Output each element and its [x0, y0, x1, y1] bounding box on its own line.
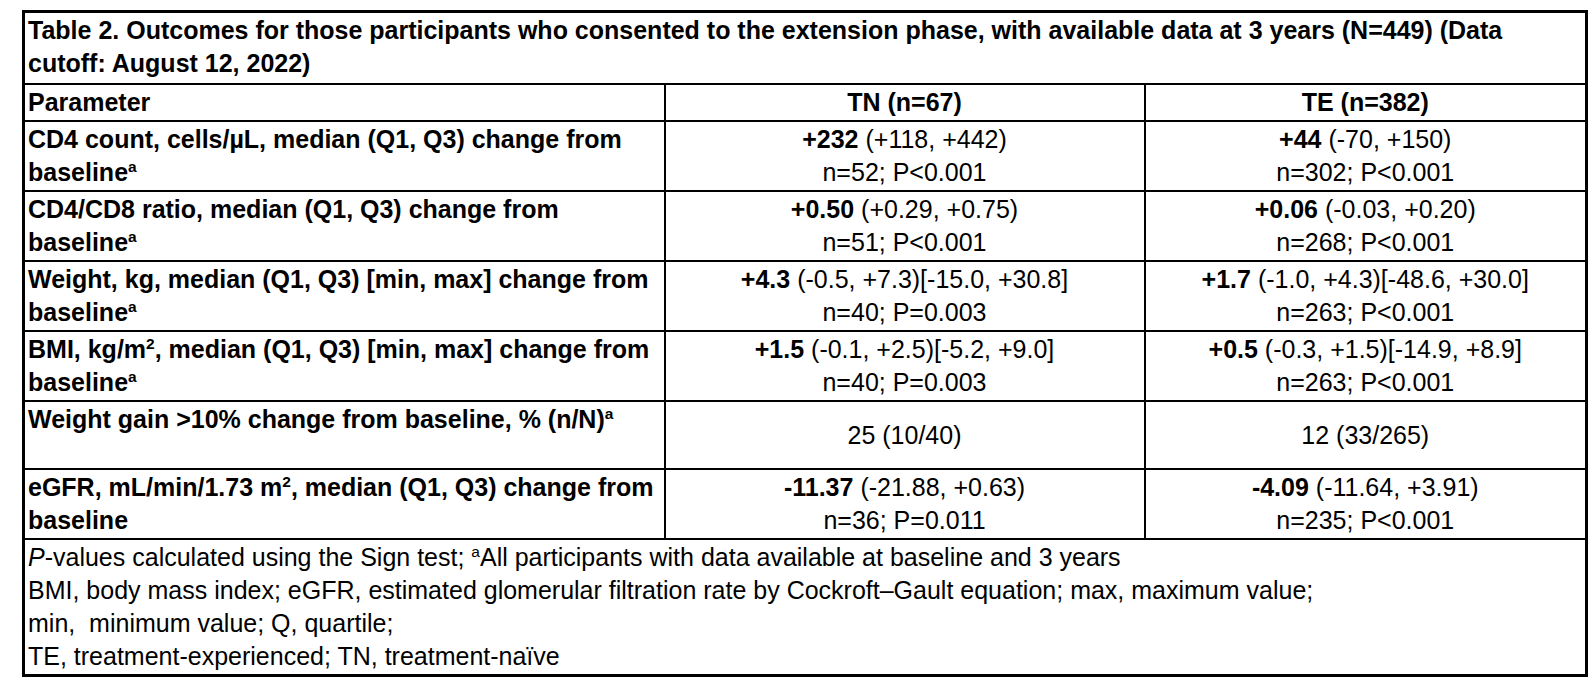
tn-value-line1: +1.5 (-0.1, +2.5)[-5.2, +9.0]	[669, 333, 1141, 366]
table-row-cd4-cd8-ratio: CD4/CD8 ratio, median (Q1, Q3) change fr…	[24, 191, 1587, 261]
footnote-line-4: TE, treatment-experienced; TN, treatment…	[28, 640, 1582, 673]
header-tn: TN (n=67)	[665, 84, 1145, 121]
tn-value-line1: -11.37 (-21.88, +0.63)	[669, 471, 1141, 504]
table-row-cd4-count: CD4 count, cells/µL, median (Q1, Q3) cha…	[24, 121, 1587, 191]
te-value-line1: +1.7 (-1.0, +4.3)[-48.6, +30.0]	[1149, 263, 1583, 296]
tn-median: -11.37	[784, 473, 854, 501]
table-title: Table 2. Outcomes for those participants…	[24, 12, 1587, 85]
tn-iqr: (+118, +442)	[859, 125, 1007, 153]
te-iqr: (-1.0, +4.3)[-48.6, +30.0]	[1251, 265, 1529, 293]
te-percentage: 12 (33/265)	[1149, 419, 1583, 452]
tn-n-pvalue: n=40; P=0.003	[669, 296, 1141, 329]
te-median: -4.09	[1252, 473, 1309, 501]
tn-iqr: (+0.29, +0.75)	[854, 195, 1018, 223]
parameter-cell: BMI, kg/m2, median (Q1, Q3) [min, max] c…	[24, 331, 665, 401]
table-title-row: Table 2. Outcomes for those participants…	[24, 12, 1587, 85]
te-n-pvalue: n=263; P<0.001	[1149, 296, 1583, 329]
footnote-line-1: P-values calculated using the Sign test;…	[28, 541, 1582, 574]
parameter-cell: Weight, kg, median (Q1, Q3) [min, max] c…	[24, 261, 665, 331]
parameter-text: BMI, kg/m	[28, 335, 146, 363]
parameter-cell: Weight gain >10% change from baseline, %…	[24, 401, 665, 469]
footnote-1-text-b: All participants with data available at …	[480, 543, 1121, 571]
tn-value-line1: +4.3 (-0.5, +7.3)[-15.0, +30.8]	[669, 263, 1141, 296]
superscript-2: 2	[146, 335, 155, 352]
tn-value-line1: +0.50 (+0.29, +0.75)	[669, 193, 1141, 226]
te-n-pvalue: n=302; P<0.001	[1149, 156, 1583, 189]
tn-percentage: 25 (10/40)	[669, 419, 1141, 452]
te-iqr: (-0.3, +1.5)[-14.9, +8.9]	[1258, 335, 1522, 363]
footnote-marker: a	[128, 368, 137, 385]
te-median: +1.7	[1202, 265, 1251, 293]
footnote-line-2: BMI, body mass index; eGFR, estimated gl…	[28, 574, 1582, 607]
tn-iqr: (-21.88, +0.63)	[853, 473, 1025, 501]
header-parameter: Parameter	[24, 84, 665, 121]
parameter-cell: CD4 count, cells/µL, median (Q1, Q3) cha…	[24, 121, 665, 191]
footnote-marker: a	[605, 405, 614, 422]
tn-value-line1: +232 (+118, +442)	[669, 123, 1141, 156]
te-median: +44	[1279, 125, 1321, 153]
footnote-1-text-a: -values calculated using the Sign test;	[45, 543, 472, 571]
tn-median: +232	[802, 125, 858, 153]
tn-value-cell: +4.3 (-0.5, +7.3)[-15.0, +30.8] n=40; P=…	[665, 261, 1145, 331]
tn-median: +0.50	[791, 195, 854, 223]
footnote-line-3: min, minimum value; Q, quartile;	[28, 607, 1582, 640]
table-row-weight: Weight, kg, median (Q1, Q3) [min, max] c…	[24, 261, 1587, 331]
table-header-row: Parameter TN (n=67) TE (n=382)	[24, 84, 1587, 121]
tn-iqr: (-0.1, +2.5)[-5.2, +9.0]	[804, 335, 1054, 363]
tn-value-cell: -11.37 (-21.88, +0.63) n=36; P=0.011	[665, 469, 1145, 539]
te-iqr: (-0.03, +0.20)	[1318, 195, 1476, 223]
te-value-cell: +1.7 (-1.0, +4.3)[-48.6, +30.0] n=263; P…	[1145, 261, 1587, 331]
te-median: +0.06	[1255, 195, 1318, 223]
te-value-line1: -4.09 (-11.64, +3.91)	[1149, 471, 1583, 504]
table-row-bmi: BMI, kg/m2, median (Q1, Q3) [min, max] c…	[24, 331, 1587, 401]
table-container: Table 2. Outcomes for those participants…	[22, 10, 1588, 677]
te-n-pvalue: n=235; P<0.001	[1149, 504, 1583, 537]
footnotes-cell: P-values calculated using the Sign test;…	[24, 539, 1587, 676]
te-iqr: (-70, +150)	[1322, 125, 1452, 153]
p-italic: P	[28, 543, 45, 571]
parameter-text: CD4 count, cells/µL, median (Q1, Q3) cha…	[28, 125, 622, 186]
tn-value-cell: +1.5 (-0.1, +2.5)[-5.2, +9.0] n=40; P=0.…	[665, 331, 1145, 401]
tn-value-cell: 25 (10/40)	[665, 401, 1145, 469]
te-value-cell: -4.09 (-11.64, +3.91) n=235; P<0.001	[1145, 469, 1587, 539]
te-value-cell: +44 (-70, +150) n=302; P<0.001	[1145, 121, 1587, 191]
parameter-text: eGFR, mL/min/1.73 m	[28, 473, 282, 501]
footnote-marker: a	[471, 543, 480, 560]
te-value-line1: +0.5 (-0.3, +1.5)[-14.9, +8.9]	[1149, 333, 1583, 366]
parameter-text: CD4/CD8 ratio, median (Q1, Q3) change fr…	[28, 195, 559, 256]
footnote-marker: a	[128, 298, 137, 315]
parameter-cell: eGFR, mL/min/1.73 m2, median (Q1, Q3) ch…	[24, 469, 665, 539]
te-value-cell: 12 (33/265)	[1145, 401, 1587, 469]
te-n-pvalue: n=263; P<0.001	[1149, 366, 1583, 399]
footnote-marker: a	[128, 228, 137, 245]
tn-n-pvalue: n=52; P<0.001	[669, 156, 1141, 189]
header-te: TE (n=382)	[1145, 84, 1587, 121]
parameter-text: Weight, kg, median (Q1, Q3) [min, max] c…	[28, 265, 648, 326]
tn-median: +4.3	[741, 265, 790, 293]
table-row-egfr: eGFR, mL/min/1.73 m2, median (Q1, Q3) ch…	[24, 469, 1587, 539]
parameter-cell: CD4/CD8 ratio, median (Q1, Q3) change fr…	[24, 191, 665, 261]
tn-n-pvalue: n=51; P<0.001	[669, 226, 1141, 259]
parameter-text: Weight gain >10% change from baseline, %…	[28, 405, 605, 433]
outcomes-table: Table 2. Outcomes for those participants…	[22, 10, 1588, 677]
tn-n-pvalue: n=36; P=0.011	[669, 504, 1141, 537]
te-value-cell: +0.5 (-0.3, +1.5)[-14.9, +8.9] n=263; P<…	[1145, 331, 1587, 401]
te-median: +0.5	[1209, 335, 1258, 363]
tn-iqr: (-0.5, +7.3)[-15.0, +30.8]	[790, 265, 1068, 293]
superscript-2: 2	[282, 473, 291, 490]
table-row-weight-gain: Weight gain >10% change from baseline, %…	[24, 401, 1587, 469]
page: Table 2. Outcomes for those participants…	[0, 0, 1594, 688]
te-value-cell: +0.06 (-0.03, +0.20) n=268; P<0.001	[1145, 191, 1587, 261]
table-footnotes-row: P-values calculated using the Sign test;…	[24, 539, 1587, 676]
te-n-pvalue: n=268; P<0.001	[1149, 226, 1583, 259]
footnote-marker: a	[128, 158, 137, 175]
tn-value-cell: +232 (+118, +442) n=52; P<0.001	[665, 121, 1145, 191]
tn-value-cell: +0.50 (+0.29, +0.75) n=51; P<0.001	[665, 191, 1145, 261]
tn-n-pvalue: n=40; P=0.003	[669, 366, 1141, 399]
te-value-line1: +0.06 (-0.03, +0.20)	[1149, 193, 1583, 226]
tn-median: +1.5	[755, 335, 804, 363]
te-value-line1: +44 (-70, +150)	[1149, 123, 1583, 156]
te-iqr: (-11.64, +3.91)	[1309, 473, 1479, 501]
